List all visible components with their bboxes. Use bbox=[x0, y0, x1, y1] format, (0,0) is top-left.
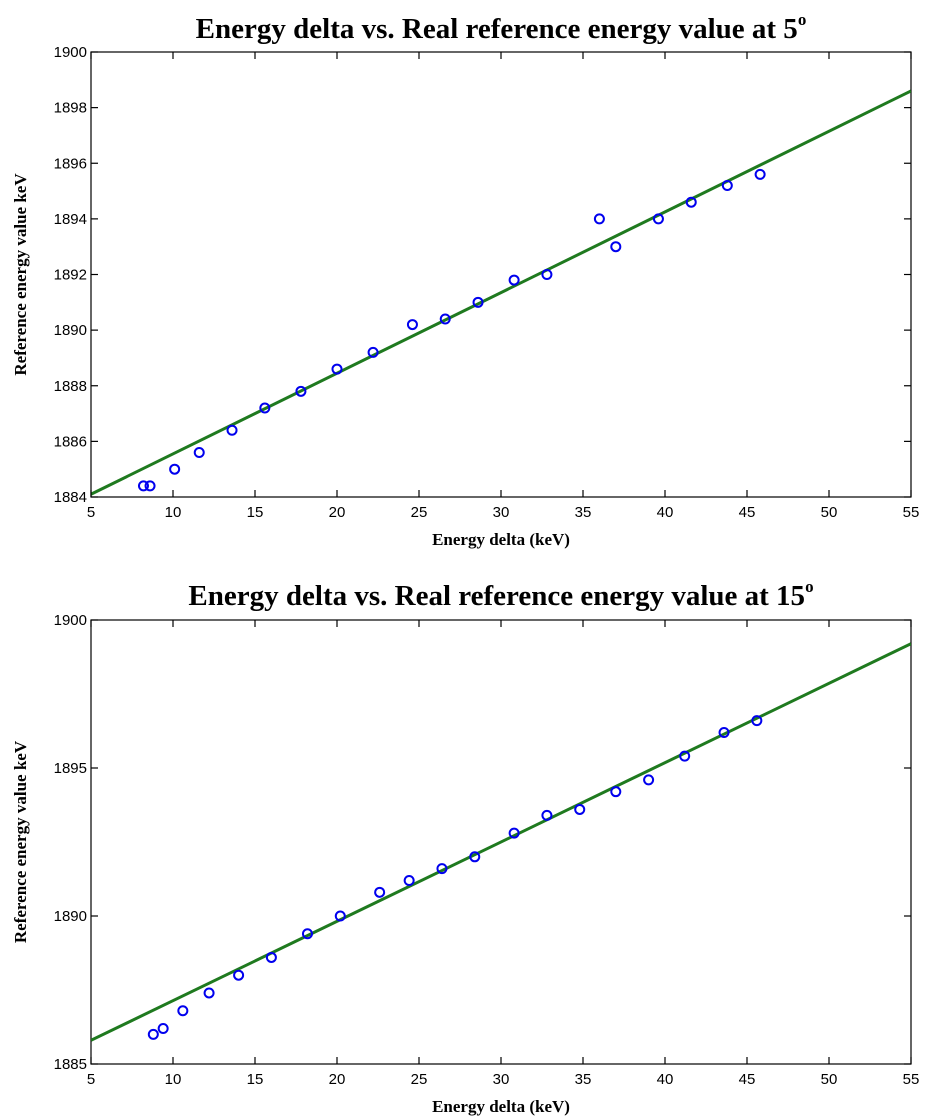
y-tick-label: 1894 bbox=[54, 211, 87, 228]
data-point bbox=[169, 463, 181, 475]
x-tick-label: 5 bbox=[87, 1071, 95, 1088]
y-tick-label: 1900 bbox=[54, 612, 87, 629]
chart-title: Energy delta vs. Real reference energy v… bbox=[188, 577, 813, 612]
y-axis-label: Reference energy value keV bbox=[11, 740, 30, 943]
x-tick-label: 30 bbox=[493, 504, 510, 521]
chart-title-superscript: o bbox=[805, 577, 814, 596]
data-point bbox=[721, 180, 733, 191]
data-point bbox=[718, 726, 730, 738]
data-point bbox=[472, 296, 484, 308]
y-tick-label: 1885 bbox=[54, 1056, 87, 1073]
data-point bbox=[751, 715, 763, 727]
data-point bbox=[144, 480, 156, 492]
data-point bbox=[137, 480, 149, 492]
data-point bbox=[226, 424, 238, 436]
plot-area bbox=[90, 51, 912, 498]
x-tick-label: 5 bbox=[87, 504, 95, 521]
y-tick-label: 1892 bbox=[54, 267, 87, 284]
y-tick-label: 1890 bbox=[54, 322, 87, 339]
chart-title-superscript: o bbox=[798, 10, 807, 29]
x-tick-label: 20 bbox=[329, 504, 346, 521]
y-tick-label: 1898 bbox=[54, 100, 87, 117]
data-point bbox=[233, 969, 245, 981]
data-point bbox=[259, 402, 271, 414]
y-tick-label: 1886 bbox=[54, 433, 87, 450]
x-tick-label: 20 bbox=[329, 1071, 346, 1088]
y-tick-label: 1896 bbox=[54, 155, 87, 172]
y-axis-label: Reference energy value keV bbox=[11, 173, 30, 376]
y-tick-label: 1890 bbox=[54, 908, 87, 925]
data-point bbox=[593, 213, 605, 225]
data-point bbox=[439, 313, 451, 325]
data-point bbox=[652, 213, 664, 225]
data-point bbox=[265, 951, 277, 963]
x-tick-label: 15 bbox=[247, 504, 264, 521]
data-point bbox=[147, 1028, 159, 1040]
data-point bbox=[643, 774, 655, 786]
x-tick-label: 55 bbox=[903, 504, 920, 521]
data-point bbox=[685, 196, 697, 208]
x-tick-label: 40 bbox=[657, 504, 674, 521]
x-tick-label: 45 bbox=[739, 1071, 756, 1088]
data-point bbox=[177, 1005, 189, 1017]
data-point bbox=[334, 910, 346, 922]
y-tick-label: 1895 bbox=[54, 760, 87, 777]
x-tick-label: 50 bbox=[821, 504, 838, 521]
x-tick-label: 30 bbox=[493, 1071, 510, 1088]
data-point bbox=[374, 886, 386, 898]
data-point bbox=[541, 809, 553, 821]
data-point bbox=[574, 803, 586, 815]
x-tick-label: 10 bbox=[165, 504, 182, 521]
data-point bbox=[610, 786, 622, 798]
x-tick-label: 15 bbox=[247, 1071, 264, 1088]
x-tick-label: 50 bbox=[821, 1071, 838, 1088]
chart-panel-5-degrees: Energy delta vs. Real reference energy v… bbox=[11, 10, 919, 549]
chart-title: Energy delta vs. Real reference energy v… bbox=[196, 10, 807, 45]
x-axis-label: Energy delta (keV) bbox=[432, 1097, 570, 1116]
data-point bbox=[301, 928, 313, 940]
data-point bbox=[508, 274, 520, 286]
y-tick-label: 1900 bbox=[54, 44, 87, 61]
x-tick-label: 55 bbox=[903, 1071, 920, 1088]
data-point bbox=[203, 987, 215, 999]
x-tick-label: 10 bbox=[165, 1071, 182, 1088]
x-tick-label: 35 bbox=[575, 504, 592, 521]
data-point bbox=[295, 385, 307, 397]
data-point bbox=[331, 363, 343, 375]
x-tick-label: 40 bbox=[657, 1071, 674, 1088]
x-axis-label: Energy delta (keV) bbox=[432, 530, 570, 549]
y-tick-label: 1884 bbox=[54, 489, 87, 506]
data-point bbox=[406, 319, 418, 331]
x-tick-label: 35 bbox=[575, 1071, 592, 1088]
x-tick-label: 25 bbox=[411, 1071, 428, 1088]
data-point bbox=[367, 346, 379, 358]
data-point bbox=[541, 269, 553, 280]
data-point bbox=[157, 1022, 169, 1034]
x-tick-label: 45 bbox=[739, 504, 756, 521]
data-point bbox=[679, 750, 691, 762]
data-point bbox=[508, 827, 520, 839]
data-point bbox=[436, 863, 448, 875]
y-tick-label: 1888 bbox=[54, 378, 87, 395]
data-point bbox=[610, 241, 622, 253]
data-point bbox=[193, 447, 205, 458]
x-tick-label: 25 bbox=[411, 504, 428, 521]
fit-line bbox=[91, 642, 911, 1042]
chart-panel-15-degrees: Energy delta vs. Real reference energy v… bbox=[11, 577, 919, 1116]
data-point bbox=[469, 851, 481, 863]
chart-title-text: Energy delta vs. Real reference energy v… bbox=[188, 580, 805, 612]
data-point bbox=[403, 874, 415, 886]
chart-title-text: Energy delta vs. Real reference energy v… bbox=[196, 13, 798, 45]
data-point bbox=[754, 168, 766, 180]
